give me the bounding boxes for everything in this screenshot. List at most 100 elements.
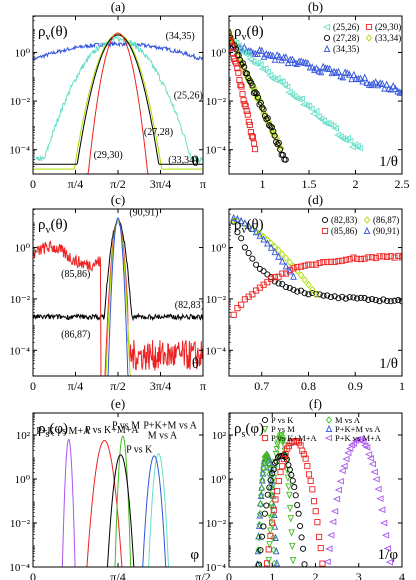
data-point — [269, 482, 277, 490]
data-point — [346, 445, 354, 452]
data-point — [343, 134, 352, 142]
data-point — [304, 59, 312, 67]
data-point — [331, 125, 339, 132]
data-point — [234, 229, 241, 236]
x-tick-label: 3π/4 — [150, 379, 171, 393]
data-point — [387, 253, 394, 260]
data-point — [270, 128, 277, 135]
data-point — [349, 440, 358, 447]
series-annotation: M vs A — [148, 430, 178, 441]
data-point — [381, 531, 390, 539]
data-point — [229, 43, 236, 50]
data-point — [359, 77, 366, 85]
x-tick-label: 1 — [399, 379, 405, 393]
series-line — [33, 35, 203, 164]
series-line — [106, 454, 135, 567]
data-point — [258, 491, 265, 499]
data-point — [285, 483, 292, 491]
data-point — [267, 243, 275, 251]
data-point — [372, 475, 380, 483]
series-annotation: (85,86) — [61, 269, 90, 280]
data-point — [275, 477, 282, 485]
data-point — [245, 221, 252, 229]
data-point — [244, 111, 251, 118]
legend-label: (85,86) — [331, 226, 357, 236]
data-point — [342, 256, 349, 263]
data-point — [288, 471, 295, 479]
data-point — [259, 476, 266, 484]
data-point — [253, 90, 260, 97]
y-axis-label: ρv(θ) — [38, 217, 68, 236]
data-point — [286, 505, 294, 513]
data-point — [270, 466, 277, 473]
data-point — [314, 519, 321, 526]
data-point — [267, 477, 274, 484]
data-point — [279, 257, 286, 265]
data-point — [264, 239, 271, 247]
data-point — [232, 39, 240, 47]
data-point — [372, 255, 379, 262]
data-point — [229, 39, 235, 46]
data-point — [380, 253, 387, 260]
series-annotation: P vs M — [112, 420, 140, 431]
y-tick-label: 10² — [16, 430, 31, 442]
data-point — [392, 84, 399, 93]
data-point — [312, 290, 320, 299]
y-axis-label: ρv(θ) — [234, 217, 264, 236]
data-point — [365, 34, 373, 42]
y-tick-label: 10² — [212, 430, 227, 442]
data-point — [261, 425, 269, 434]
data-point — [316, 259, 323, 267]
data-point — [264, 560, 271, 567]
data-point — [241, 50, 250, 58]
data-point — [309, 261, 316, 268]
y-tick-label: 10⁻⁴ — [205, 562, 226, 574]
series-annotation: (90,91) — [129, 207, 158, 218]
data-point — [294, 288, 301, 295]
y-axis-label-arg: (θ) — [247, 24, 264, 40]
data-point — [305, 280, 312, 289]
data-point — [325, 416, 333, 424]
data-point — [270, 507, 277, 514]
x-tick-label: 0.8 — [301, 379, 316, 393]
data-point — [372, 297, 379, 304]
data-point — [229, 28, 233, 36]
data-point — [261, 457, 268, 465]
data-point — [383, 80, 390, 88]
series-line — [33, 33, 203, 170]
data-point — [249, 57, 257, 65]
data-point — [230, 213, 237, 222]
series-annotation: P vs K — [126, 445, 153, 456]
legend-label: P+K vs M+A — [335, 433, 382, 443]
data-point — [294, 264, 301, 271]
data-point — [324, 434, 333, 442]
data-point — [335, 67, 342, 75]
data-point — [363, 226, 371, 235]
data-point — [241, 244, 248, 251]
panel-title: (e) — [111, 396, 125, 411]
y-axis-label-arg: (θ) — [51, 217, 68, 233]
data-point — [267, 514, 275, 522]
data-point — [357, 294, 364, 301]
data-point — [309, 110, 318, 118]
data-point — [369, 254, 376, 261]
data-point — [346, 294, 353, 301]
plot-area — [33, 217, 203, 376]
data-point — [255, 561, 263, 567]
y-axis-label-sub: s — [46, 429, 50, 440]
data-point — [292, 492, 299, 499]
data-point — [280, 438, 287, 446]
data-point — [325, 545, 333, 553]
data-point — [258, 533, 265, 540]
x-tick-label: 0 — [226, 570, 232, 580]
data-point — [321, 227, 329, 235]
data-point — [264, 236, 271, 244]
data-point — [312, 107, 320, 115]
series-line — [61, 438, 76, 567]
data-point — [370, 468, 378, 476]
data-point — [269, 470, 276, 477]
data-point — [249, 291, 256, 298]
legend-label: (86,87) — [373, 215, 399, 225]
data-point — [368, 80, 375, 89]
data-point — [312, 508, 319, 515]
